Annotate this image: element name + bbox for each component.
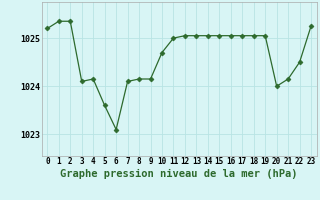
X-axis label: Graphe pression niveau de la mer (hPa): Graphe pression niveau de la mer (hPa) (60, 169, 298, 179)
